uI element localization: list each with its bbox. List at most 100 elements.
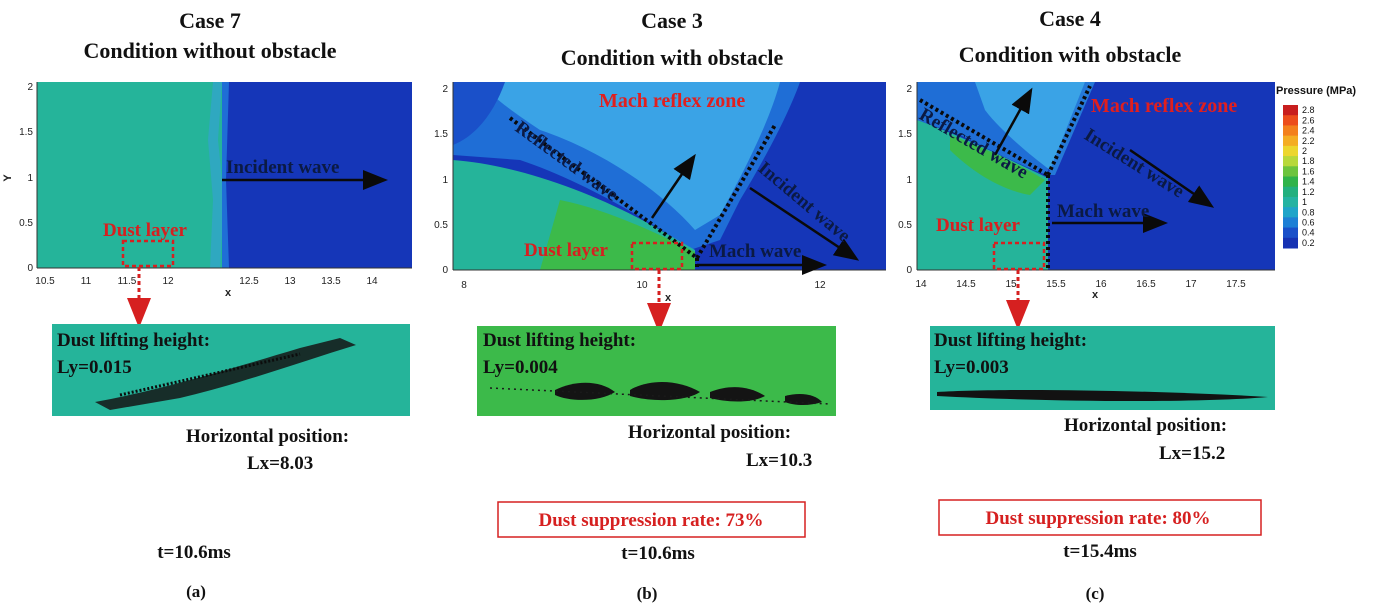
x-tick-label: 14.5 <box>956 279 976 290</box>
x-tick-label: 15.5 <box>1046 279 1066 290</box>
y-tick-label: 1.5 <box>19 127 33 138</box>
panel-b-x-axis: 8 10 12 x <box>453 269 886 304</box>
x-tick-label: 15 <box>1005 279 1017 290</box>
y-tick-label: 1.5 <box>898 129 912 140</box>
time-label: t=10.6ms <box>157 542 231 563</box>
x-tick-label: 12 <box>162 276 174 287</box>
x-axis-title: x <box>665 292 672 304</box>
incident-wave-arrow <box>749 186 860 261</box>
legend-swatch <box>1283 145 1298 157</box>
dust-layer-marker <box>992 241 1046 271</box>
legend-swatch <box>1283 217 1298 229</box>
panel-label: (b) <box>637 584 658 603</box>
panel-a-case-title: Case 7 <box>179 8 241 33</box>
panel-c: Case 4 Condition with obstacle 0 0.5 1 1… <box>898 6 1275 603</box>
lift-height-label: Dust lifting height: <box>934 330 1087 351</box>
legend-tick-label: 2 <box>1302 146 1307 156</box>
legend-tick-label: 2.6 <box>1302 115 1315 125</box>
legend-tick-label: 0.8 <box>1302 207 1315 217</box>
time-label: t=15.4ms <box>1063 541 1137 562</box>
panel-c-y-axis: 0 0.5 1 1.5 2 <box>898 82 918 276</box>
legend-tick-label: 1.2 <box>1302 187 1315 197</box>
y-tick-label: 0.5 <box>19 218 33 229</box>
lift-height-label: Dust lifting height: <box>483 330 636 351</box>
x-tick-label: 13.5 <box>321 276 341 287</box>
panel-c-condition-title: Condition with obstacle <box>959 42 1182 67</box>
legend-tick-label: 2.2 <box>1302 136 1315 146</box>
x-tick-label: 17.5 <box>1226 279 1246 290</box>
horizontal-position-label: Horizontal position: <box>186 426 349 447</box>
y-tick-label: 0 <box>906 265 912 276</box>
x-axis-title: x <box>1092 289 1099 301</box>
reflected-wave-line <box>508 116 699 260</box>
legend-swatch <box>1283 135 1298 147</box>
pressure-legend: Pressure (MPa) 2.82.62.42.221.81.61.41.2… <box>1276 85 1356 249</box>
suppression-rate-box <box>938 499 1262 536</box>
panel-b-condition-title: Condition with obstacle <box>561 45 784 70</box>
panel-a: Case 7 Condition without obstacle 0 0.5 … <box>2 8 412 601</box>
legend-tick-label: 1.6 <box>1302 166 1315 176</box>
panel-c-zoom-inset: Dust lifting height: Ly=0.003 <box>930 326 1275 410</box>
legend-swatch <box>1283 105 1298 116</box>
x-tick-label: 10 <box>636 280 648 291</box>
legend-tick-label: 1.4 <box>1302 177 1315 187</box>
panel-b-y-axis: 0 0.5 1 1.5 2 <box>434 82 454 276</box>
legend-tick-label: 2.8 <box>1302 105 1315 115</box>
reflected-wave-line <box>918 98 1050 177</box>
panel-a-contour-plot <box>37 82 412 268</box>
legend-swatch <box>1283 186 1298 198</box>
legend-swatch <box>1283 176 1298 188</box>
x-tick-label: 14 <box>915 279 927 290</box>
x-tick-label: 12.5 <box>239 276 259 287</box>
legend-tick-label: 1 <box>1302 197 1307 207</box>
legend-color-bar: 2.82.62.42.221.81.61.41.210.80.60.40.2 <box>1283 105 1315 249</box>
legend-tick-label: 0.2 <box>1302 238 1315 248</box>
y-tick-label: 1 <box>906 175 912 186</box>
panel-b: Case 3 Condition with obstacle 0 0.5 1 1… <box>434 8 886 603</box>
reflected-wave-arrow <box>993 87 1033 156</box>
panel-c-x-axis: 14 14.5 15 15.5 16 16.5 17 17.5 x <box>915 269 1275 301</box>
legend-swatch <box>1283 207 1298 218</box>
legend-swatch <box>1283 196 1298 208</box>
panel-a-zoom-inset: Dust lifting height: Ly=0.015 <box>52 324 410 416</box>
y-tick-label: 2 <box>906 84 912 95</box>
x-tick-label: 10.5 <box>35 276 55 287</box>
incident-wave-label: Incident wave <box>226 157 339 178</box>
y-tick-label: 0.5 <box>898 220 912 231</box>
panel-c-case-title: Case 4 <box>1039 6 1101 31</box>
suppression-rate-label: Dust suppression rate: 80% <box>985 508 1210 529</box>
legend-title: Pressure (MPa) <box>1276 85 1356 97</box>
legend-swatch <box>1283 166 1298 177</box>
legend-swatch <box>1283 115 1298 126</box>
x-tick-label: 12 <box>814 280 826 291</box>
y-tick-label: 1 <box>442 175 448 186</box>
x-tick-label: 16.5 <box>1136 279 1156 290</box>
panel-a-condition-title: Condition without obstacle <box>83 38 336 63</box>
y-axis-title: Y <box>2 174 14 182</box>
legend-tick-label: 2.4 <box>1302 126 1315 136</box>
panel-b-zoom-inset: Dust lifting height: Ly=0.004 <box>477 326 836 416</box>
y-tick-label: 1 <box>27 173 33 184</box>
lift-height-value: Ly=0.004 <box>483 357 558 378</box>
suppression-rate-box <box>497 501 806 538</box>
legend-tick-label: 0.4 <box>1302 228 1315 238</box>
panel-label: (a) <box>186 582 206 601</box>
x-tick-label: 11 <box>81 276 92 287</box>
panel-b-contour-plot <box>453 82 886 270</box>
x-tick-label: 17 <box>1185 279 1197 290</box>
horizontal-position-label: Horizontal position: <box>1064 415 1227 436</box>
panel-b-case-title: Case 3 <box>641 8 703 33</box>
mach-reflex-zone-label: Mach reflex zone <box>599 90 745 112</box>
legend-swatch <box>1283 227 1298 239</box>
x-tick-label: 11.5 <box>118 276 137 287</box>
lift-height-value: Ly=0.015 <box>57 357 132 378</box>
y-tick-label: 0 <box>27 263 33 274</box>
x-tick-label: 14 <box>366 276 378 287</box>
legend-swatch <box>1283 237 1298 249</box>
horizontal-position-value: Lx=8.03 <box>247 453 313 474</box>
dust-layer-marker <box>121 239 175 268</box>
panel-label: (c) <box>1086 584 1105 603</box>
mach-wave-label: Mach wave <box>709 241 801 262</box>
reflected-wave-arrow <box>650 153 696 219</box>
mach-wave-label: Mach wave <box>1057 201 1149 222</box>
